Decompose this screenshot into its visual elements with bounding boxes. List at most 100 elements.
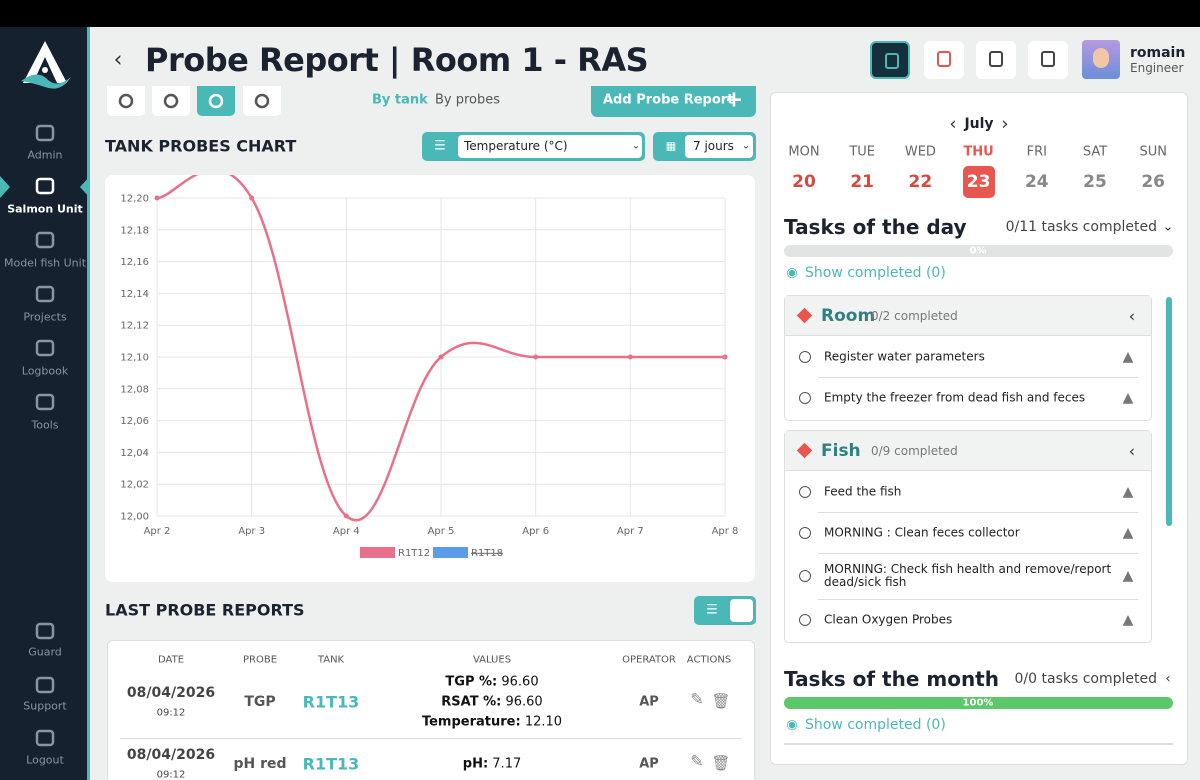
nav-label[interactable]: Support bbox=[23, 699, 67, 713]
nav-label[interactable]: Guard bbox=[28, 645, 62, 659]
x-tick-label: Apr 7 bbox=[617, 526, 644, 537]
tasks-summary: 0/11 tasks completed bbox=[1005, 219, 1157, 235]
y-tick-label: 12,16 bbox=[120, 257, 149, 268]
avatar bbox=[1082, 40, 1120, 79]
column-header: DATE bbox=[157, 654, 185, 666]
calendar-month: July bbox=[964, 116, 994, 132]
header-button[interactable] bbox=[1028, 41, 1068, 79]
report-filter[interactable]: ☰ bbox=[694, 596, 756, 625]
task-checkbox[interactable] bbox=[799, 350, 811, 363]
icon-shape bbox=[35, 231, 55, 249]
tab-active[interactable]: By tank bbox=[372, 92, 428, 108]
tab[interactable]: By probes bbox=[435, 92, 501, 108]
collapse-chevron[interactable]: ‹ bbox=[1165, 671, 1171, 687]
nav-label[interactable]: Tools bbox=[31, 418, 59, 432]
view-icon bbox=[118, 93, 134, 109]
icon-shape bbox=[118, 93, 134, 109]
view-button[interactable] bbox=[197, 86, 235, 116]
parameter-select[interactable]: Temperature (°C) ⌄ ☰ bbox=[422, 132, 645, 161]
task-checkbox[interactable] bbox=[799, 391, 811, 404]
view-button[interactable] bbox=[152, 86, 190, 116]
header-button[interactable] bbox=[976, 41, 1016, 79]
warning-icon: ▲ bbox=[1122, 483, 1134, 500]
view-icon bbox=[163, 93, 179, 109]
day-name: SAT bbox=[1082, 144, 1108, 160]
nav-icon bbox=[35, 622, 55, 640]
legend-label: R1T12 bbox=[398, 548, 430, 559]
task-checkbox[interactable] bbox=[799, 526, 811, 539]
task-checkbox[interactable] bbox=[799, 485, 811, 498]
x-tick-label: Apr 2 bbox=[144, 526, 171, 537]
day-date[interactable]: 24 bbox=[1024, 172, 1049, 192]
month-prev[interactable]: ‹ bbox=[949, 113, 957, 135]
nav-label[interactable]: Logout bbox=[26, 753, 64, 767]
day-date[interactable]: 23 bbox=[966, 172, 991, 192]
report-tank[interactable]: R1T13 bbox=[302, 692, 360, 712]
task-checkbox[interactable] bbox=[799, 613, 811, 626]
warning-icon: ▲ bbox=[1122, 611, 1134, 628]
data-point bbox=[438, 354, 444, 360]
view-button[interactable] bbox=[107, 86, 145, 116]
nav-label[interactable]: Model fish Unit bbox=[3, 256, 87, 270]
nav-label[interactable]: Admin bbox=[27, 148, 63, 162]
icon-shape bbox=[35, 177, 55, 195]
add-report-button[interactable]: Add Probe Report + bbox=[591, 86, 756, 117]
user-role: Engineer bbox=[1130, 61, 1184, 75]
eye-icon: ◉ bbox=[786, 717, 798, 733]
report-tank[interactable]: R1T13 bbox=[302, 754, 360, 774]
progress-label: 100% bbox=[962, 697, 994, 709]
nav-label[interactable]: Logbook bbox=[21, 364, 69, 378]
day-name: SUN bbox=[1139, 144, 1167, 160]
day-date[interactable]: 25 bbox=[1083, 172, 1107, 192]
value-number: 96.60 bbox=[505, 694, 543, 710]
icon-shape bbox=[35, 339, 55, 357]
group-chevron[interactable]: ‹ bbox=[1128, 441, 1136, 461]
task-divider bbox=[818, 553, 1138, 554]
icon-shape bbox=[35, 393, 55, 411]
day-date[interactable]: 20 bbox=[792, 172, 816, 192]
y-tick-label: 12,18 bbox=[120, 225, 149, 236]
header-icon bbox=[937, 51, 951, 67]
dropdown-arrow: ⌄ bbox=[631, 140, 641, 152]
day-date[interactable]: 22 bbox=[908, 172, 933, 192]
select-field bbox=[685, 135, 753, 158]
warning-icon: ▲ bbox=[1122, 524, 1134, 541]
group-chevron[interactable]: ‹ bbox=[1128, 306, 1136, 326]
report-time: 09:12 bbox=[156, 707, 186, 719]
edit-button[interactable]: ✎ bbox=[690, 689, 704, 709]
value-number: 12.10 bbox=[524, 714, 563, 730]
month-next[interactable]: › bbox=[1001, 113, 1009, 135]
legend-swatch bbox=[360, 547, 395, 558]
view-button[interactable] bbox=[243, 86, 281, 116]
view-icon bbox=[208, 93, 224, 109]
back-button[interactable]: ‹ bbox=[113, 47, 123, 73]
panel-footer-line bbox=[784, 743, 1173, 745]
task-label: Feed the fish bbox=[824, 484, 902, 498]
show-completed[interactable]: Show completed (0) bbox=[805, 717, 946, 733]
task-label: Clean Oxygen Probes bbox=[824, 612, 953, 626]
value-label: pH: bbox=[462, 756, 489, 772]
legend-swatch bbox=[433, 547, 468, 558]
show-completed[interactable]: Show completed (0) bbox=[805, 265, 946, 281]
collapse-chevron[interactable]: ⌄ bbox=[1162, 219, 1174, 235]
header-button[interactable] bbox=[870, 41, 910, 79]
period-select[interactable]: 7 jours ⌄ ▦ bbox=[653, 132, 756, 161]
day-date[interactable]: 26 bbox=[1141, 172, 1166, 192]
report-value: RSAT %: 96.60 bbox=[441, 695, 542, 710]
delete-button[interactable]: 🗑 bbox=[711, 754, 731, 772]
eye-icon: ◉ bbox=[786, 265, 798, 281]
icon-shape bbox=[35, 729, 55, 747]
icon-shape bbox=[35, 285, 55, 303]
nav-icon bbox=[35, 676, 55, 694]
day-date[interactable]: 21 bbox=[850, 172, 875, 192]
page-title: Probe Report | Room 1 - RAS bbox=[145, 41, 649, 79]
delete-button[interactable]: 🗑 bbox=[711, 692, 731, 710]
nav-label[interactable]: Projects bbox=[23, 310, 67, 324]
edit-button[interactable]: ✎ bbox=[690, 751, 704, 771]
value-number: 96.60 bbox=[501, 674, 539, 690]
data-point bbox=[343, 513, 349, 519]
header-button[interactable] bbox=[924, 41, 964, 79]
nav-label[interactable]: Salmon Unit bbox=[7, 202, 83, 216]
icon-shape bbox=[989, 51, 1003, 67]
task-checkbox[interactable] bbox=[799, 570, 811, 582]
